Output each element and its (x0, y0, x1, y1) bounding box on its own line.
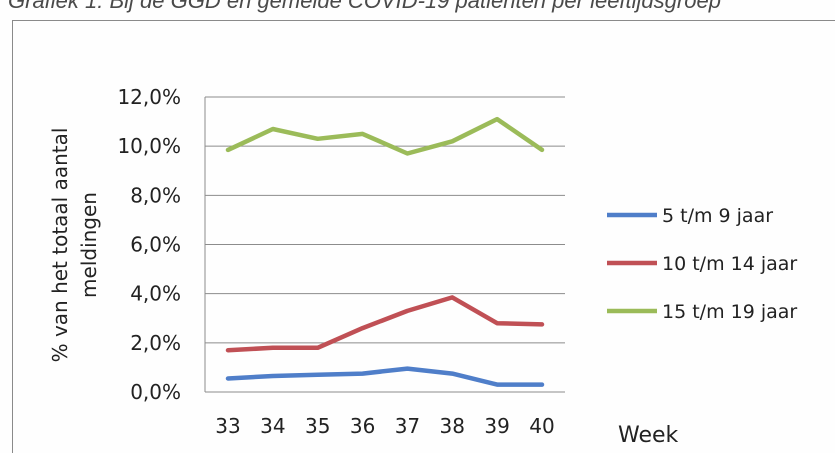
x-tick-label: 39 (484, 414, 509, 438)
y-tick-label: 0,0% (130, 380, 181, 404)
gridlines (204, 96, 565, 393)
x-tick-label: 37 (395, 414, 420, 438)
x-axis-label: Week (618, 423, 679, 448)
x-tick-label: 40 (529, 414, 554, 438)
x-tick-label: 33 (215, 414, 240, 438)
series-line (225, 366, 545, 387)
x-tick-label: 35 (305, 414, 330, 438)
x-tick-label: 36 (350, 414, 375, 438)
legend-label: 5 t/m 9 jaar (662, 205, 773, 227)
series-lines (225, 116, 545, 387)
y-tick-label: 10,0% (117, 134, 181, 158)
chart-caption: Grafiek 1: Bij de GGD en gemelde COVID-1… (8, 0, 721, 13)
series-line (225, 116, 545, 156)
y-axis-label-line1: % van het totaal aantal (48, 128, 72, 363)
legend-label: 10 t/m 14 jaar (662, 253, 797, 275)
y-axis-label-line2: meldingen (77, 192, 101, 298)
y-tick-labels: 0,0% 2,0% 4,0% 6,0% 8,0% 10,0% 12,0% (117, 85, 181, 404)
y-tick-label: 4,0% (130, 282, 181, 306)
y-tick-label: 6,0% (130, 233, 181, 257)
legend-label: 15 t/m 19 jaar (662, 301, 797, 323)
x-tick-label: 38 (440, 414, 465, 438)
x-tick-labels: 33 34 35 36 37 38 39 40 (215, 414, 554, 438)
legend: 5 t/m 9 jaar 10 t/m 14 jaar 15 t/m 19 jaar (607, 205, 797, 323)
y-tick-label: 12,0% (117, 85, 181, 109)
chart-frame (12, 20, 835, 453)
y-tick-label: 2,0% (130, 331, 181, 355)
series-line (225, 295, 545, 353)
y-tick-label: 8,0% (130, 183, 181, 207)
x-tick-label: 34 (260, 414, 285, 438)
